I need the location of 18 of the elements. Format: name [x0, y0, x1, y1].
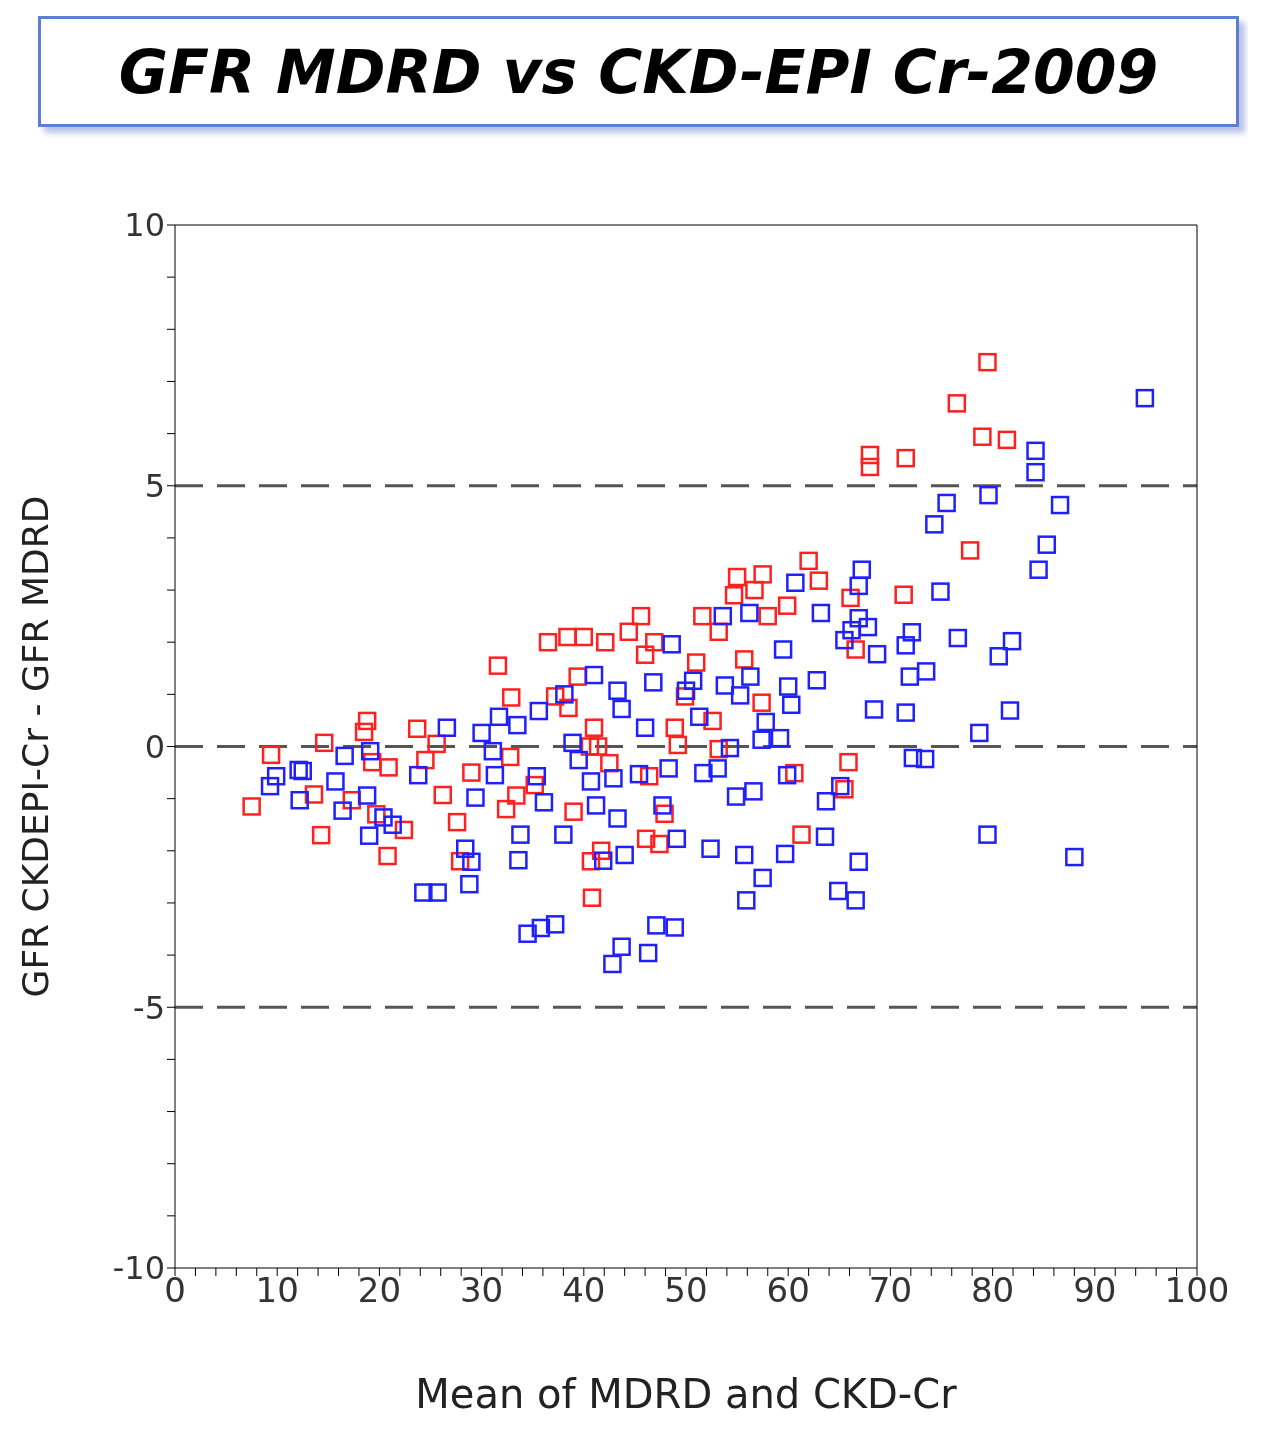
x-tick-label: 80 — [970, 1270, 1015, 1311]
y-tick-label: 10 — [124, 206, 165, 245]
y-tick-label: -5 — [133, 988, 165, 1027]
x-axis-title: Mean of MDRD and CKD-Cr — [415, 1371, 958, 1417]
x-tick-label: 30 — [459, 1270, 504, 1311]
chart-title: GFR MDRD vs CKD-EPI Cr-2009 — [118, 36, 1159, 107]
y-tick-label: 0 — [144, 727, 165, 766]
x-tick-label: 70 — [868, 1270, 913, 1311]
y-tick-label: -10 — [112, 1249, 165, 1288]
x-tick-label: 100 — [1164, 1270, 1230, 1311]
y-axis-title: GFR CKDEPI-Cr - GFR MDRD — [14, 495, 56, 998]
x-tick-label: 90 — [1073, 1270, 1117, 1311]
x-tick-label: 40 — [562, 1270, 606, 1311]
x-tick-label: 20 — [357, 1270, 402, 1311]
x-tick-label: 60 — [766, 1270, 810, 1311]
x-tick-label: 50 — [664, 1270, 708, 1311]
x-tick-label: 10 — [255, 1270, 299, 1311]
y-tick-label: 5 — [144, 467, 165, 506]
